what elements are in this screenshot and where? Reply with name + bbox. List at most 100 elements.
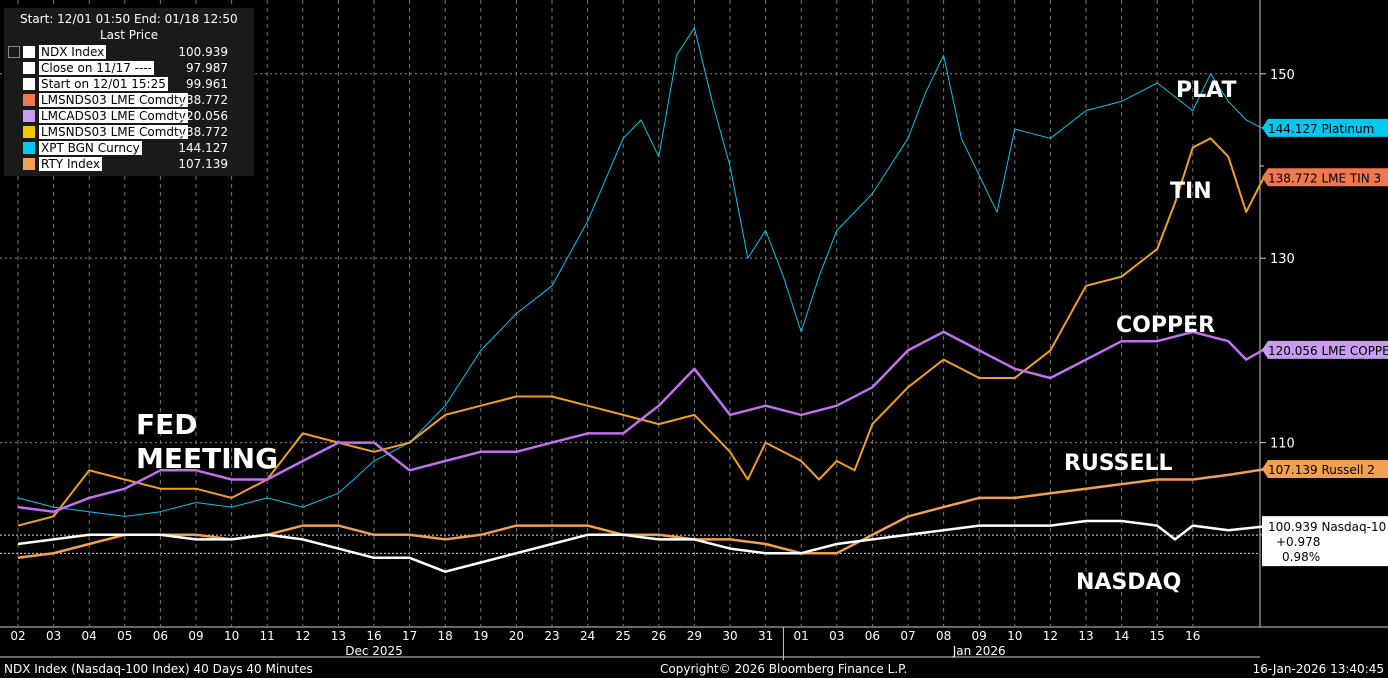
x-tick-label: 15 bbox=[1150, 629, 1165, 643]
ndx-tag-change: +0.978 bbox=[1276, 535, 1320, 549]
ndx-value-tag bbox=[1262, 516, 1388, 567]
series-swatch bbox=[23, 94, 35, 106]
legend-item[interactable]: XPT BGN Curncy bbox=[8, 140, 142, 156]
legend-name: LMSNDS03 LME Comdty bbox=[39, 93, 188, 107]
expand-box-icon[interactable] bbox=[8, 46, 20, 58]
annotation-plat: PLAT bbox=[1176, 78, 1236, 103]
legend-name: LMCADS03 LME Comdty bbox=[39, 109, 188, 123]
x-tick-label: 30 bbox=[722, 629, 737, 643]
footer-timestamp: 16-Jan-2026 13:40:45 bbox=[1252, 662, 1384, 676]
last-price-header: Last Price bbox=[100, 28, 159, 42]
series-line-lmcads03-lme-comdty bbox=[17, 330, 1265, 513]
x-tick-label: 12 bbox=[295, 629, 310, 643]
value-tag-label: 144.127 Platinum bbox=[1268, 122, 1374, 136]
x-tick-label: 09 bbox=[188, 629, 203, 643]
x-tick-label: 25 bbox=[616, 629, 631, 643]
series-swatch bbox=[23, 46, 35, 58]
x-tick-label: 03 bbox=[46, 629, 61, 643]
x-tick-label: 11 bbox=[260, 629, 275, 643]
annotation-meeting: MEETING bbox=[136, 442, 278, 475]
legend-value: 144.127 bbox=[178, 141, 228, 155]
x-tick-label: 04 bbox=[82, 629, 97, 643]
value-tag-label: 120.056 LME COPPE bbox=[1268, 344, 1388, 358]
annotation-copper: COPPER bbox=[1116, 313, 1215, 338]
y-tick-label: 130 bbox=[1270, 252, 1295, 267]
legend-item[interactable]: RTY Index bbox=[8, 156, 102, 172]
x-tick-label: 09 bbox=[972, 629, 987, 643]
y-tick-label: 110 bbox=[1270, 437, 1295, 452]
x-tick-label: 19 bbox=[473, 629, 488, 643]
legend-item[interactable]: LMSNDS03 LME Comdty bbox=[8, 124, 188, 140]
x-tick-label: 16 bbox=[366, 629, 381, 643]
series-line-xpt-bgn-curncy bbox=[17, 27, 1265, 517]
x-tick-label: 07 bbox=[900, 629, 915, 643]
legend-name: LMSNDS03 LME Comdty bbox=[39, 125, 188, 139]
x-tick-label: 16 bbox=[1185, 629, 1200, 643]
legend-value: 120.056 bbox=[178, 109, 228, 123]
ndx-tag-pct: 0.98% bbox=[1282, 550, 1320, 564]
x-tick-label: 29 bbox=[687, 629, 702, 643]
series-line-lmsnds03-lme-comdty bbox=[17, 137, 1265, 527]
x-tick-label: 12 bbox=[1043, 629, 1058, 643]
legend-name: Close on 11/17 ---- bbox=[39, 61, 154, 75]
x-tick-label: 13 bbox=[1078, 629, 1093, 643]
legend-name: NDX Index bbox=[39, 45, 107, 59]
legend-name: RTY Index bbox=[39, 157, 102, 171]
x-tick-label: 17 bbox=[402, 629, 417, 643]
x-tick-label: 23 bbox=[544, 629, 559, 643]
legend-value: 138.772 bbox=[178, 93, 228, 107]
x-tick-label: 01 bbox=[794, 629, 809, 643]
legend-item[interactable]: Close on 11/17 ---- bbox=[8, 60, 154, 76]
legend-value: 100.939 bbox=[178, 45, 228, 59]
footer-security: NDX Index (Nasdaq-100 Index) 40 Days 40 … bbox=[4, 662, 313, 676]
series-swatch bbox=[23, 126, 35, 138]
y-tick-label: 150 bbox=[1270, 68, 1295, 83]
x-tick-label: 02 bbox=[10, 629, 25, 643]
legend-name: Start on 12/01 15:25 bbox=[39, 77, 168, 91]
x-tick-label: 10 bbox=[224, 629, 239, 643]
value-tag bbox=[1262, 340, 1388, 359]
legend-panel: Start: 12/01 01:50 End: 01/18 12:50 Last… bbox=[4, 8, 254, 176]
series-swatch bbox=[23, 62, 35, 74]
annotation-tin: TIN bbox=[1170, 179, 1212, 204]
month-label: Jan 2026 bbox=[952, 644, 1006, 658]
series-swatch bbox=[23, 110, 35, 122]
annotation-russell: RUSSELL bbox=[1064, 451, 1173, 476]
x-tick-label: 14 bbox=[1114, 629, 1129, 643]
value-tag-label: 138.772 LME TIN 3 bbox=[1268, 171, 1381, 185]
legend-value: 99.961 bbox=[186, 77, 228, 91]
legend-item[interactable]: Start on 12/01 15:25 bbox=[8, 76, 168, 92]
series-swatch bbox=[23, 142, 35, 154]
legend-name: XPT BGN Curncy bbox=[39, 141, 142, 155]
value-tag bbox=[1262, 459, 1388, 478]
x-tick-label: 10 bbox=[1007, 629, 1022, 643]
x-tick-label: 13 bbox=[331, 629, 346, 643]
x-tick-label: 06 bbox=[153, 629, 168, 643]
x-tick-label: 06 bbox=[865, 629, 880, 643]
legend-item[interactable]: LMSNDS03 LME Comdty bbox=[8, 92, 188, 108]
legend-item[interactable]: NDX Index bbox=[8, 44, 107, 60]
x-tick-label: 20 bbox=[509, 629, 524, 643]
date-range: Start: 12/01 01:50 End: 01/18 12:50 bbox=[20, 12, 238, 26]
month-label: Dec 2025 bbox=[345, 644, 403, 658]
value-tag-label: 107.139 Russell 2 bbox=[1268, 463, 1375, 477]
x-tick-label: 05 bbox=[117, 629, 132, 643]
x-tick-label: 24 bbox=[580, 629, 595, 643]
x-tick-label: 31 bbox=[758, 629, 773, 643]
annotation-nasdaq: NASDAQ bbox=[1076, 570, 1181, 595]
legend-value: 107.139 bbox=[178, 157, 228, 171]
series-swatch bbox=[23, 158, 35, 170]
legend-value: 97.987 bbox=[186, 61, 228, 75]
legend-item[interactable]: LMCADS03 LME Comdty bbox=[8, 108, 188, 124]
x-tick-label: 26 bbox=[651, 629, 666, 643]
legend-value: 138.772 bbox=[178, 125, 228, 139]
series-line-rty-index bbox=[17, 468, 1265, 560]
value-tag bbox=[1262, 168, 1388, 187]
ndx-tag-label: 100.939 Nasdaq-10 bbox=[1268, 520, 1386, 534]
series-swatch bbox=[23, 78, 35, 90]
x-tick-label: 18 bbox=[438, 629, 453, 643]
x-tick-label: 08 bbox=[936, 629, 951, 643]
series-line-ndx-index bbox=[17, 519, 1265, 573]
value-tag bbox=[1262, 118, 1388, 137]
footer-copyright: Copyright© 2026 Bloomberg Finance L.P. bbox=[660, 662, 908, 676]
